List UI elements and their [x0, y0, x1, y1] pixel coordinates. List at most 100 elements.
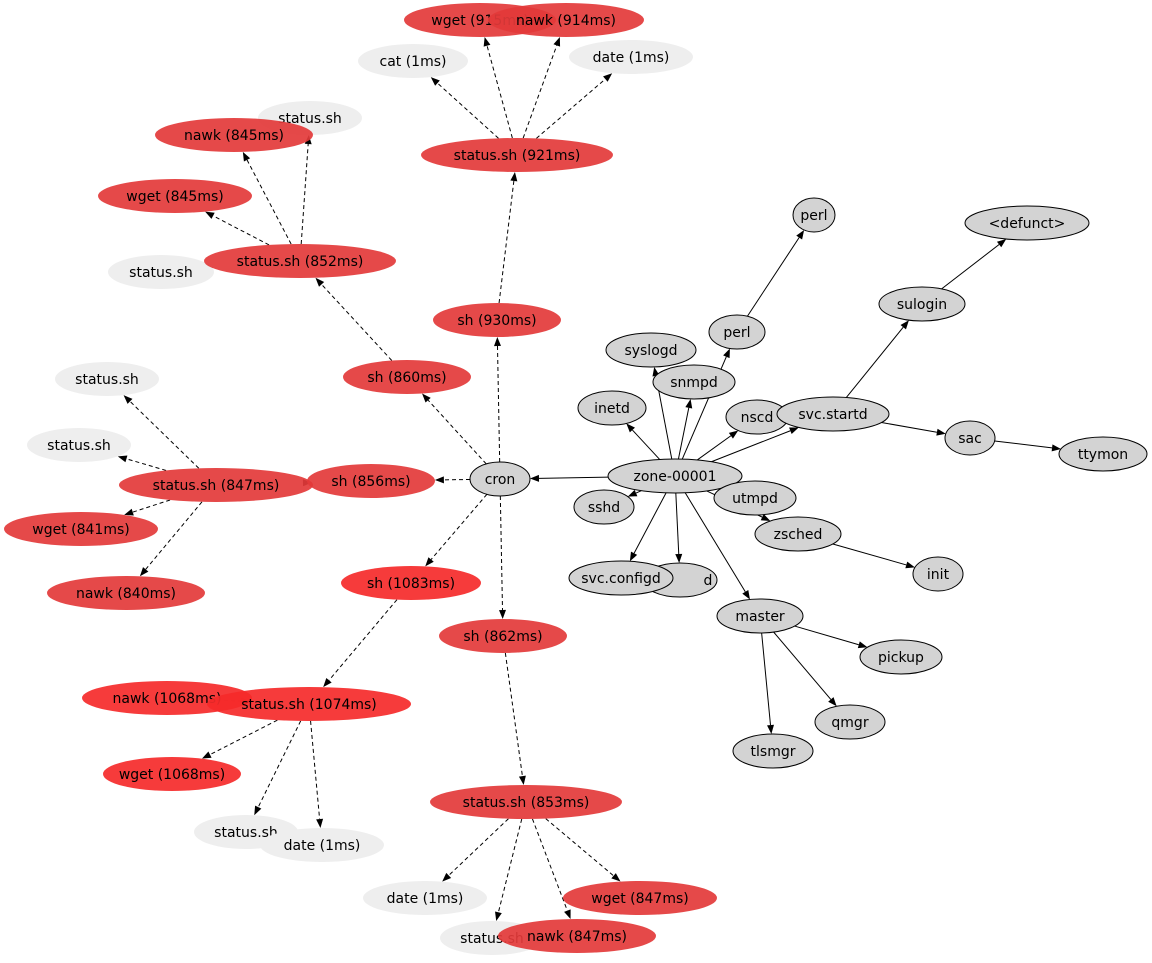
node-perl[interactable]: perl [709, 315, 765, 349]
node-ttymon[interactable]: ttymon [1059, 437, 1147, 471]
node-label: svc.configd [581, 571, 660, 587]
node-sh860[interactable]: sh (860ms) [343, 360, 471, 394]
edge-line [539, 477, 608, 478]
node-status847[interactable]: status.sh (847ms) [119, 468, 313, 502]
node-label: wget (847ms) [591, 891, 688, 907]
node-status1074[interactable]: status.sh (1074ms) [207, 687, 411, 721]
node-sh1083[interactable]: sh (1083ms) [341, 566, 481, 600]
edge-zone-inetd [626, 423, 659, 459]
node-label: nscd [741, 410, 774, 426]
arrowhead-icon [685, 399, 692, 409]
node-date1b[interactable]: date (1ms) [260, 828, 384, 862]
arrowhead-icon [519, 776, 526, 785]
node-ssd[interactable]: status.sh [27, 428, 131, 462]
edge-status852-ssa [301, 135, 311, 244]
node-defunct[interactable]: <defunct> [965, 206, 1089, 240]
arrowhead-icon [202, 751, 212, 758]
node-sh862[interactable]: sh (862ms) [439, 619, 567, 653]
arrowhead-icon [316, 819, 323, 828]
node-wget841[interactable]: wget (841ms) [4, 512, 158, 546]
edge-line [487, 46, 512, 138]
node-perl2[interactable]: perl [793, 198, 835, 232]
node-label: wget (841ms) [32, 522, 129, 538]
node-master[interactable]: master [717, 599, 803, 633]
node-label: svc.startd [798, 407, 867, 423]
arrowhead-icon [494, 337, 501, 346]
node-sac[interactable]: sac [945, 421, 995, 455]
node-snmpd[interactable]: snmpd [653, 365, 735, 399]
edge-line [449, 819, 509, 876]
edge-line [126, 459, 166, 471]
arrowhead-icon [997, 239, 1006, 247]
edge-line [130, 401, 199, 468]
node-svcconfigd[interactable]: svc.configd [569, 561, 673, 595]
node-nawk840[interactable]: nawk (840ms) [47, 576, 205, 610]
arrowhead-icon [243, 152, 250, 162]
node-utmpd[interactable]: utmpd [714, 481, 796, 515]
node-qmgr[interactable]: qmgr [815, 705, 885, 739]
node-date1a[interactable]: date (1ms) [569, 40, 693, 74]
edge-master-qmgr [774, 632, 837, 706]
node-label: wget (845ms) [126, 189, 223, 205]
edge-status853-wget847 [546, 819, 621, 882]
node-inetd[interactable]: inetd [578, 391, 646, 425]
arrowhead-icon [767, 725, 774, 734]
arrowhead-icon [611, 873, 620, 881]
node-label: <defunct> [989, 216, 1066, 232]
node-cat1[interactable]: cat (1ms) [358, 44, 468, 78]
node-wget1068[interactable]: wget (1068ms) [103, 757, 241, 791]
arrowhead-icon [858, 641, 868, 648]
node-syslogd[interactable]: syslogd [606, 333, 696, 367]
edge-status852-wget845 [205, 212, 269, 245]
node-label: status.sh (853ms) [463, 795, 590, 811]
edge-master-tlsmgr [762, 633, 774, 734]
edge-line [437, 83, 498, 138]
node-wget845[interactable]: wget (845ms) [98, 179, 252, 213]
node-status853[interactable]: status.sh (853ms) [430, 785, 622, 819]
node-pickup[interactable]: pickup [860, 640, 942, 674]
node-ssc[interactable]: status.sh [55, 362, 159, 396]
edge-cron-sh862 [499, 496, 506, 619]
arrowhead-icon [936, 429, 945, 436]
node-label: pickup [878, 650, 924, 666]
edge-status1074-sse [254, 721, 300, 815]
node-zsched[interactable]: zsched [755, 517, 841, 551]
node-svcstartd[interactable]: svc.startd [777, 397, 889, 431]
node-wget847[interactable]: wget (847ms) [563, 881, 717, 915]
arrowhead-icon [630, 552, 637, 562]
node-nawk914[interactable]: nawk (914ms) [488, 3, 644, 37]
node-date1c[interactable]: date (1ms) [363, 881, 487, 915]
edge-line [146, 502, 202, 570]
node-label: sh (860ms) [367, 370, 446, 386]
node-sh930[interactable]: sh (930ms) [433, 303, 561, 337]
node-sh856[interactable]: sh (856ms) [307, 464, 435, 498]
edge-line [678, 408, 688, 459]
arrowhead-icon [723, 348, 730, 358]
node-status852[interactable]: status.sh (852ms) [204, 244, 396, 278]
node-ssb[interactable]: status.sh [108, 255, 214, 289]
node-nawk845[interactable]: nawk (845ms) [155, 118, 313, 152]
node-label: date (1ms) [387, 891, 464, 907]
node-tlsmgr[interactable]: tlsmgr [733, 734, 813, 768]
edge-status921-date1a [536, 73, 612, 138]
node-label: qmgr [831, 715, 868, 731]
arrowhead-icon [553, 37, 560, 47]
node-sulogin[interactable]: sulogin [879, 287, 965, 321]
node-nawk847[interactable]: nawk (847ms) [498, 919, 656, 953]
node-init[interactable]: init [913, 557, 963, 591]
node-label: sshd [588, 500, 620, 516]
node-label: cat (1ms) [380, 54, 447, 70]
edge-status847-ssd [118, 455, 166, 470]
edge-line [546, 819, 614, 876]
node-status921[interactable]: status.sh (921ms) [421, 138, 613, 172]
node-cron[interactable]: cron [470, 462, 530, 496]
arrowhead-icon [564, 909, 571, 919]
node-sshd[interactable]: sshd [574, 490, 634, 524]
edge-svcstartd-sac [882, 422, 946, 435]
node-label: inetd [594, 401, 630, 417]
node-label: sh (930ms) [457, 313, 536, 329]
node-label: status.sh (852ms) [237, 254, 364, 270]
node-label: nawk (914ms) [516, 13, 616, 29]
node-label: zsched [774, 527, 823, 543]
arrowhead-icon [796, 230, 804, 239]
